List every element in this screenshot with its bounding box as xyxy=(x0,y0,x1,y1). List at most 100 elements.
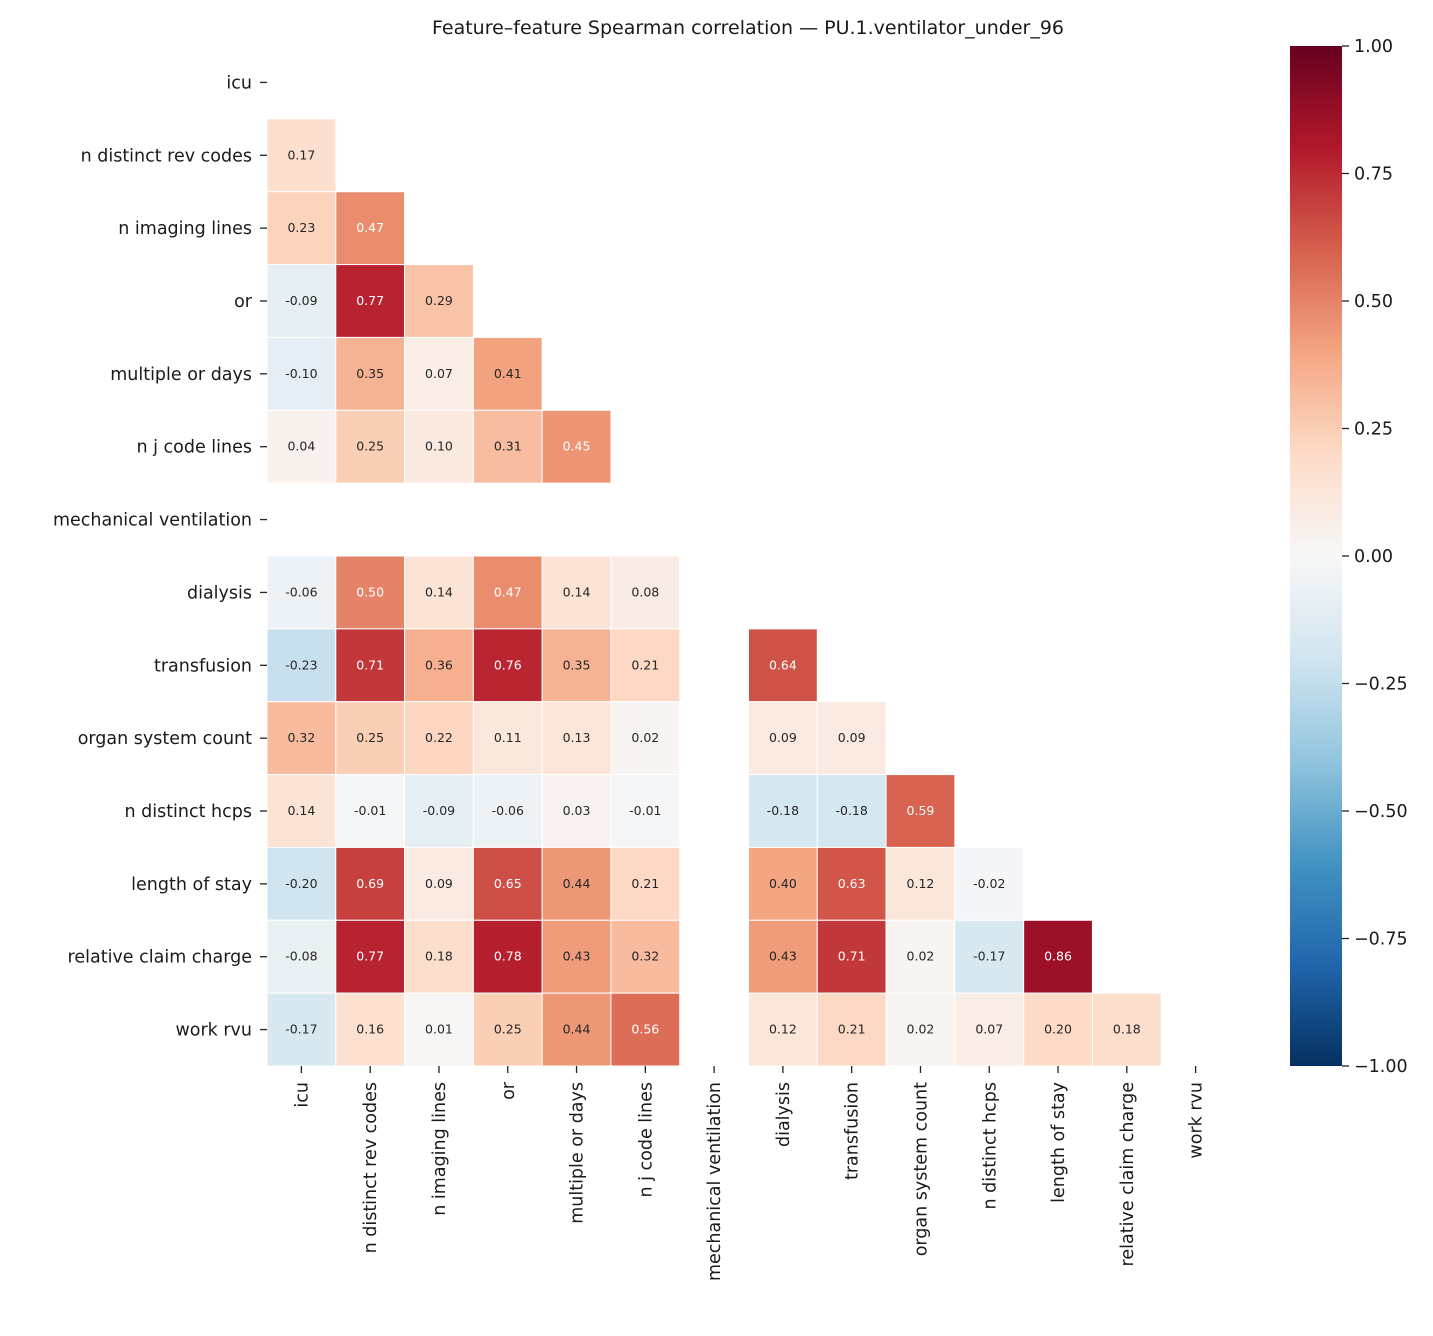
heatmap-cell xyxy=(335,992,406,1067)
cell-value-label: 0.40 xyxy=(769,876,797,891)
cell-value-label: 0.20 xyxy=(1044,1022,1072,1037)
x-tick-label: icu xyxy=(292,1082,312,1108)
y-tick-label: dialysis xyxy=(187,583,252,603)
cell-value-label: -0.23 xyxy=(285,657,317,672)
heatmap-cell xyxy=(266,992,337,1067)
cell-value-label: 0.21 xyxy=(631,657,659,672)
y-tick-label: organ system count xyxy=(78,729,252,749)
cell-value-label: 0.56 xyxy=(631,1022,659,1037)
y-tick-label: work rvu xyxy=(175,1021,252,1041)
x-tick-label: length of stay xyxy=(1049,1082,1069,1203)
heatmap-cell xyxy=(472,992,543,1067)
cell-value-label: -0.18 xyxy=(767,803,799,818)
y-tick-label: length of stay xyxy=(131,875,252,895)
heatmap-cell xyxy=(885,919,956,994)
heatmap-cell xyxy=(816,992,887,1067)
heatmap-cell xyxy=(404,264,474,338)
cell-value-label: 0.64 xyxy=(769,657,797,672)
cell-value-label: 0.69 xyxy=(356,876,384,891)
colorbar-tick-label: 0.00 xyxy=(1354,547,1393,567)
heatmap-cell xyxy=(266,118,337,193)
heatmap-cell xyxy=(610,992,681,1067)
cell-value-label: 0.08 xyxy=(631,584,659,599)
y-tick-label: multiple or days xyxy=(110,365,252,385)
cell-value-label: 0.16 xyxy=(356,1022,384,1037)
cell-value-label: 0.77 xyxy=(356,293,384,308)
x-tick-label: n imaging lines xyxy=(430,1082,450,1216)
heatmap-cell xyxy=(541,409,612,484)
cell-value-label: -0.10 xyxy=(285,366,317,381)
heatmap-cell xyxy=(404,992,474,1067)
cell-value-label: -0.09 xyxy=(285,293,317,308)
cell-value-label: 0.18 xyxy=(425,949,453,964)
heatmap-cell xyxy=(541,846,612,921)
chart-title: Feature–feature Spearman correlation — P… xyxy=(432,17,1064,39)
heatmap-cell xyxy=(1023,919,1093,994)
cell-value-label: 0.09 xyxy=(769,730,797,745)
colorbar: −1.00 −0.75 −0.50 −0.25 0.00 0.25 0.50 0.75 1.00 xyxy=(1290,37,1408,1077)
heatmap-cell xyxy=(266,701,337,776)
cell-value-label: 0.71 xyxy=(838,949,866,964)
cell-value-label: -0.06 xyxy=(492,803,524,818)
cell-value-label: 0.50 xyxy=(356,584,384,599)
cell-value-label: 0.76 xyxy=(494,657,522,672)
cell-value-label: 0.07 xyxy=(975,1022,1003,1037)
cell-value-label: -0.01 xyxy=(354,803,386,818)
heatmap-cell xyxy=(266,264,337,338)
heatmap-cell xyxy=(335,191,406,266)
x-tick-label: multiple or days xyxy=(568,1082,588,1224)
cell-value-label: 0.59 xyxy=(907,803,935,818)
x-tick-label: dialysis xyxy=(774,1082,794,1147)
cell-value-label: 0.09 xyxy=(425,876,453,891)
heatmap-cell xyxy=(748,992,818,1067)
cell-value-label: 0.17 xyxy=(287,147,315,162)
cell-value-label: 0.35 xyxy=(356,366,384,381)
heatmap-cell xyxy=(472,336,543,411)
heatmap-cell xyxy=(748,701,818,776)
y-tick-label: icu xyxy=(226,73,252,93)
cell-value-label: -0.06 xyxy=(285,584,317,599)
y-axis-labels: icu n distinct rev codes n imaging lines or… xyxy=(53,73,267,1041)
colorbar-tick-label: 0.75 xyxy=(1354,165,1393,185)
heatmap-cell xyxy=(748,774,818,848)
cell-value-label: 0.43 xyxy=(563,949,591,964)
cell-value-label: 0.13 xyxy=(563,730,591,745)
colorbar-gradient xyxy=(1290,46,1342,1066)
colorbar-tick-label: −0.75 xyxy=(1354,930,1408,950)
x-tick-label: n distinct rev codes xyxy=(361,1082,381,1253)
cell-value-label: 0.25 xyxy=(356,439,384,454)
cell-value-label: 0.31 xyxy=(494,439,522,454)
y-tick-label: transfusion xyxy=(154,656,252,676)
cell-value-label: 0.12 xyxy=(769,1022,797,1037)
heatmap-cell xyxy=(1091,992,1162,1067)
x-tick-label: relative claim charge xyxy=(1118,1082,1138,1266)
heatmap-cell xyxy=(266,191,337,266)
cell-value-label: 0.47 xyxy=(494,584,522,599)
cell-value-label: 0.32 xyxy=(631,949,659,964)
cell-value-label: 0.02 xyxy=(631,730,659,745)
cell-value-label: 0.86 xyxy=(1044,949,1072,964)
cell-value-label: 0.02 xyxy=(907,949,935,964)
heatmap-cell xyxy=(472,628,543,703)
y-tick-label: n distinct hcps xyxy=(124,802,252,822)
heatmap-cell xyxy=(610,628,681,703)
colorbar-tick-label: −0.25 xyxy=(1354,675,1408,695)
heatmap-cell xyxy=(404,774,474,848)
cell-value-label: 0.44 xyxy=(563,1022,591,1037)
heatmap-cell xyxy=(404,555,474,630)
heatmap-cell xyxy=(610,919,681,994)
heatmap-cell xyxy=(472,919,543,994)
cell-value-label: 0.45 xyxy=(563,439,591,454)
cell-value-label: 0.14 xyxy=(425,584,453,599)
cell-value-label: 0.21 xyxy=(838,1022,866,1037)
y-tick-label: n j code lines xyxy=(136,438,252,458)
x-axis-labels: icu n distinct rev codes n imaging lines or… xyxy=(292,1066,1207,1281)
heatmap-cell xyxy=(541,555,612,630)
cell-value-label: -0.02 xyxy=(973,876,1005,891)
colorbar-tick-label: 1.00 xyxy=(1354,37,1393,57)
heatmap-cell xyxy=(816,701,887,776)
cell-value-label: 0.32 xyxy=(287,730,315,745)
cell-value-label: 0.65 xyxy=(494,876,522,891)
cell-value-label: 0.22 xyxy=(425,730,453,745)
cell-value-label: 0.71 xyxy=(356,657,384,672)
